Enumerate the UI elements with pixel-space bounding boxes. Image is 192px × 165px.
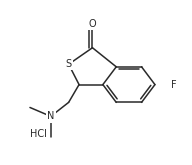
Text: HCl: HCl (30, 129, 47, 139)
Text: F: F (170, 80, 176, 90)
Text: N: N (47, 111, 55, 121)
Text: S: S (66, 59, 72, 69)
Text: O: O (89, 19, 96, 29)
